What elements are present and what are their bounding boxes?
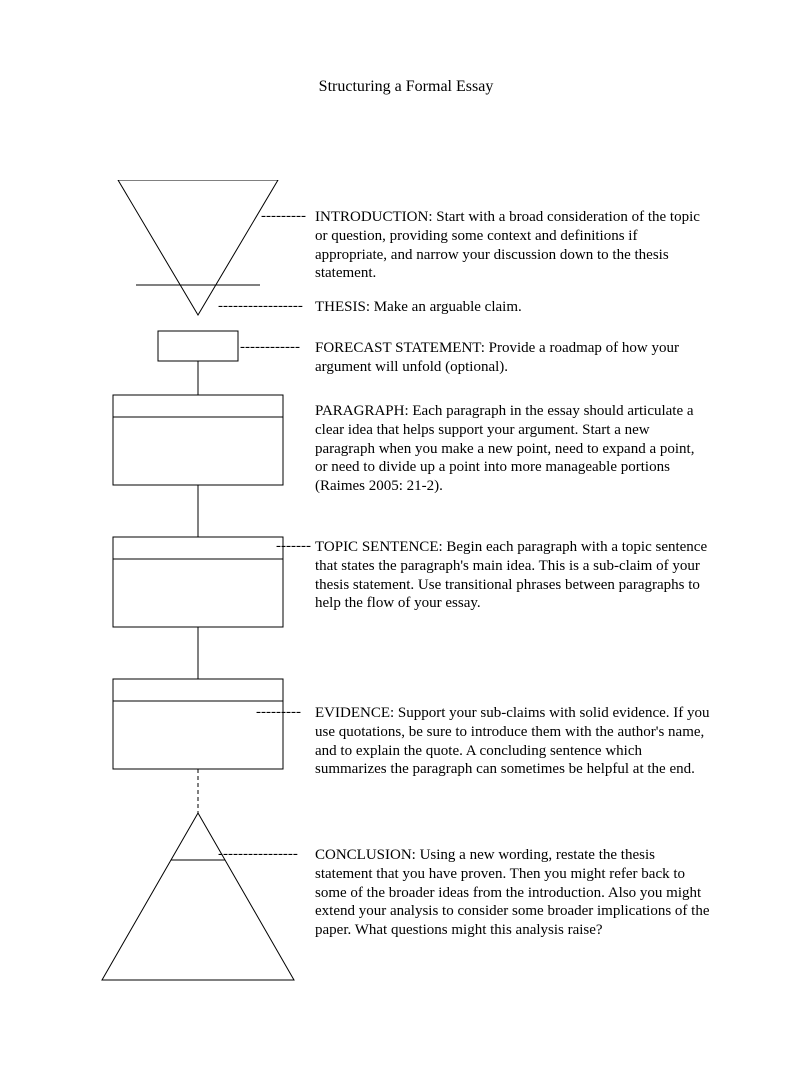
page-title: Structuring a Formal Essay bbox=[0, 78, 812, 96]
page: Structuring a Formal Essay --------- ---… bbox=[0, 0, 812, 1066]
leader-forecast: ------------ bbox=[240, 339, 300, 356]
paragraph-2-rect bbox=[113, 537, 283, 627]
label-evidence: EVIDENCE: Support your sub-claims with s… bbox=[315, 704, 710, 779]
leader-conclusion: ---------------- bbox=[218, 846, 298, 863]
label-thesis: THESIS: Make an arguable claim. bbox=[315, 298, 710, 317]
leader-intro: --------- bbox=[261, 208, 306, 225]
paragraph-1-rect bbox=[113, 395, 283, 485]
label-topic: TOPIC SENTENCE: Begin each paragraph wit… bbox=[315, 538, 710, 613]
intro-triangle bbox=[118, 180, 278, 315]
conclusion-triangle bbox=[102, 813, 294, 980]
label-paragraph: PARAGRAPH: Each paragraph in the essay s… bbox=[315, 402, 710, 496]
label-conclusion: CONCLUSION: Using a new wording, restate… bbox=[315, 846, 710, 940]
forecast-rect bbox=[158, 331, 238, 361]
leader-evidence: --------- bbox=[256, 704, 301, 721]
leader-thesis: ----------------- bbox=[218, 298, 303, 315]
label-forecast: FORECAST STATEMENT: Provide a roadmap of… bbox=[315, 339, 710, 377]
paragraph-3-rect bbox=[113, 679, 283, 769]
label-introduction: INTRODUCTION: Start with a broad conside… bbox=[315, 208, 710, 283]
leader-topic: ------- bbox=[276, 538, 311, 555]
